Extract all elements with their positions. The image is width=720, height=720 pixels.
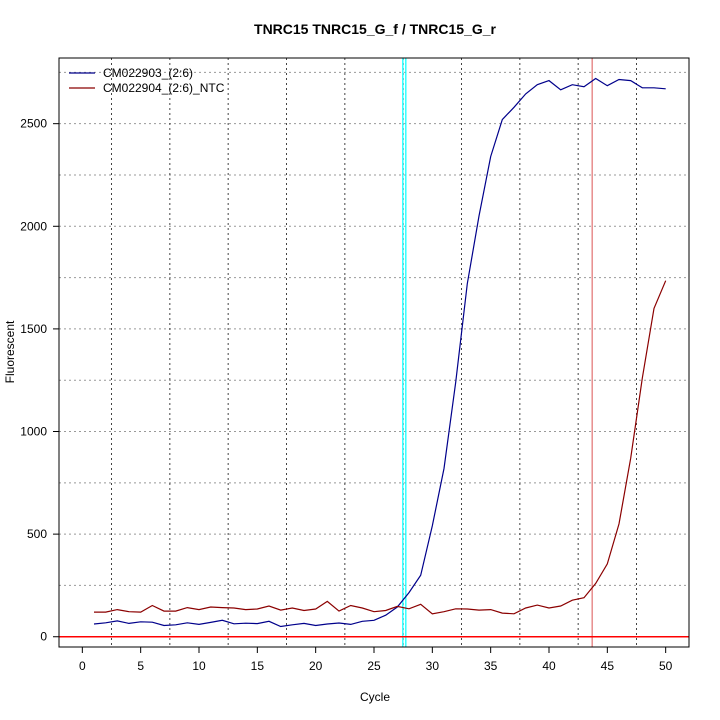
x-tick-label: 40 xyxy=(542,659,556,673)
y-tick-label: 0 xyxy=(40,630,47,644)
y-axis-label: Fluorescent xyxy=(3,320,17,383)
x-tick-label: 50 xyxy=(659,659,673,673)
legend: CM022903_(2:6)CM022904_(2:6)_NTC xyxy=(69,66,225,95)
legend-label-2: CM022904_(2:6)_NTC xyxy=(103,81,225,95)
y-tick-label: 500 xyxy=(27,527,47,541)
legend-label-1: CM022903_(2:6) xyxy=(103,66,193,80)
x-tick-label: 15 xyxy=(251,659,265,673)
x-tick-label: 30 xyxy=(426,659,440,673)
grid xyxy=(59,58,689,647)
series-line-2 xyxy=(94,280,667,615)
y-tick-label: 1000 xyxy=(20,425,47,439)
x-tick-label: 0 xyxy=(79,659,86,673)
y-axis: 0 500 1000 1500 2000 2500 xyxy=(20,117,60,644)
x-tick-label: 5 xyxy=(137,659,144,673)
x-tick-label: 35 xyxy=(484,659,498,673)
x-tick-label: 20 xyxy=(309,659,323,673)
x-tick-label: 10 xyxy=(192,659,206,673)
y-tick-label: 2500 xyxy=(20,117,47,131)
y-tick-label: 2000 xyxy=(20,219,47,233)
series-line-1 xyxy=(93,77,666,628)
x-axis-label: Cycle xyxy=(360,690,390,704)
x-axis: 0 5 10 15 20 25 30 35 40 45 50 xyxy=(79,646,673,673)
x-tick-label: 25 xyxy=(367,659,381,673)
y-tick-label: 1500 xyxy=(20,322,47,336)
x-tick-label: 45 xyxy=(601,659,615,673)
threshold-lines xyxy=(59,58,689,647)
series-group xyxy=(93,77,667,628)
chart-title: TNRC15 TNRC15_G_f / TNRC15_G_r xyxy=(254,21,497,37)
